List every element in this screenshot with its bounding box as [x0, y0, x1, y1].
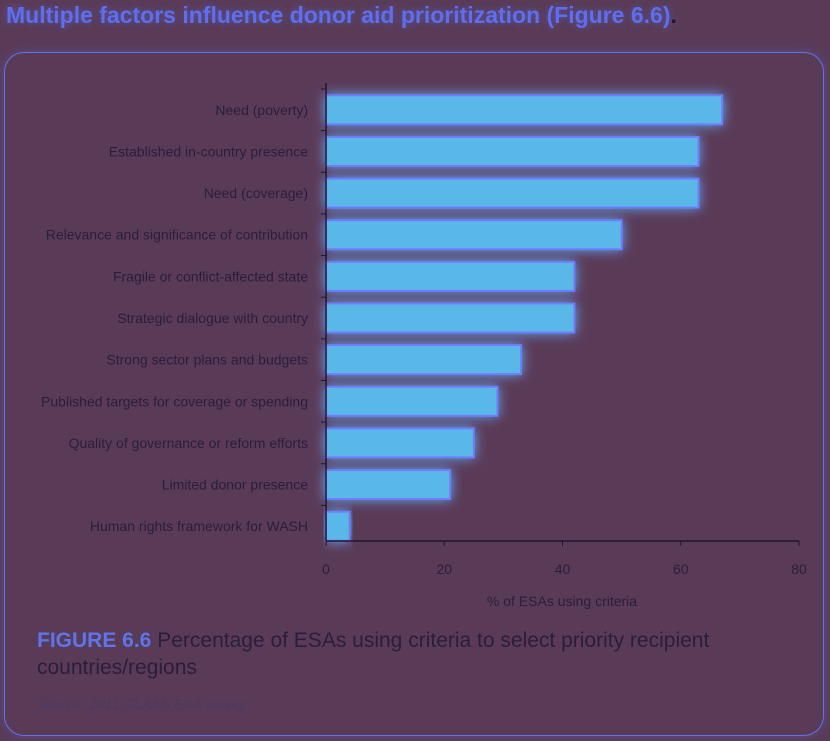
- bar-10: [325, 510, 351, 542]
- bar-9: [325, 469, 452, 501]
- bar-2: [325, 177, 700, 209]
- bar-4: [325, 260, 576, 292]
- bar-3: [325, 219, 623, 251]
- category-label-3: Relevance and significance of contributi…: [46, 227, 308, 243]
- bar-5: [325, 302, 576, 334]
- bar-7: [325, 385, 499, 417]
- category-label-2: Need (coverage): [204, 185, 308, 201]
- page-title: Multiple factors influence donor aid pri…: [6, 2, 677, 29]
- bar-8: [325, 427, 475, 459]
- page-title-text: Multiple factors influence donor aid pri…: [6, 2, 671, 28]
- x-tick-label-0: 0: [322, 561, 330, 577]
- bar-0: [325, 94, 724, 126]
- figure-caption: FIGURE 6.6 Percentage of ESAs using crit…: [37, 627, 797, 681]
- x-tick-label-4: 80: [791, 561, 807, 577]
- x-tick-label-2: 40: [555, 561, 571, 577]
- category-label-0: Need (poverty): [215, 102, 308, 118]
- bars-group: [325, 94, 724, 542]
- bar-6: [325, 344, 523, 376]
- category-label-6: Strong sector plans and budgets: [106, 352, 308, 368]
- category-labels: Need (poverty) Established in-country pre…: [41, 102, 308, 534]
- category-label-7: Published targets for coverage or spendi…: [41, 393, 308, 409]
- figure-caption-label: FIGURE 6.6: [37, 629, 152, 652]
- category-label-4: Fragile or conflict-affected state: [113, 268, 308, 284]
- page-title-period: .: [670, 2, 677, 28]
- category-label-10: Human rights framework for WASH: [90, 518, 308, 534]
- category-label-8: Quality of governance or reform efforts: [69, 435, 308, 451]
- category-label-9: Limited donor presence: [162, 477, 309, 493]
- x-tick-label-3: 60: [673, 561, 689, 577]
- category-label-5: Strategic dialogue with country: [117, 310, 308, 326]
- category-label-1: Established in-country presence: [109, 143, 308, 159]
- x-tick-label-1: 20: [436, 561, 452, 577]
- x-axis-label: % of ESAs using criteria: [487, 593, 637, 609]
- figure-caption-text: Percentage of ESAs using criteria to sel…: [37, 629, 710, 679]
- figure-frame: [4, 52, 824, 736]
- bar-1: [325, 135, 700, 167]
- source-note: Source: 2011 GLAAS ESA survey: [37, 696, 247, 712]
- axes-group: 0 20 40 60 80: [321, 83, 807, 577]
